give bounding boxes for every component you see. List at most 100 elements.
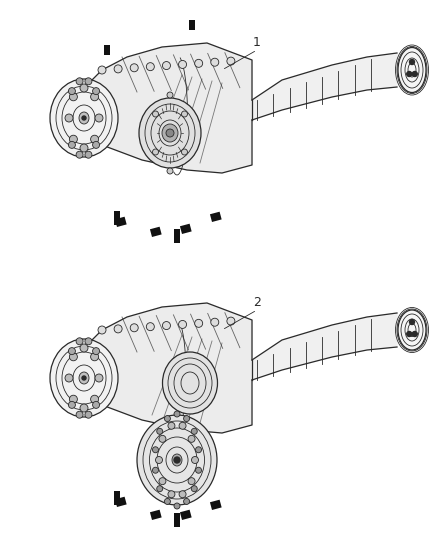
Polygon shape <box>82 303 252 433</box>
Circle shape <box>146 322 154 330</box>
Circle shape <box>194 59 203 67</box>
Circle shape <box>191 486 197 491</box>
Circle shape <box>167 168 173 174</box>
Circle shape <box>166 129 174 137</box>
Bar <box>210 499 222 510</box>
Circle shape <box>157 429 163 434</box>
Circle shape <box>152 149 159 155</box>
Circle shape <box>184 416 190 422</box>
Circle shape <box>191 456 198 464</box>
Circle shape <box>98 66 106 74</box>
Text: 1: 1 <box>253 36 261 50</box>
Circle shape <box>91 395 99 403</box>
Bar <box>104 45 110 55</box>
Circle shape <box>69 395 78 403</box>
Circle shape <box>179 60 187 68</box>
Circle shape <box>412 332 417 336</box>
Polygon shape <box>252 53 397 120</box>
Circle shape <box>227 317 235 325</box>
Ellipse shape <box>79 372 89 384</box>
Bar <box>115 217 127 227</box>
Circle shape <box>92 348 99 354</box>
Circle shape <box>91 93 99 101</box>
Circle shape <box>98 326 106 334</box>
Ellipse shape <box>398 47 426 93</box>
Ellipse shape <box>162 352 218 414</box>
Ellipse shape <box>162 124 178 142</box>
Circle shape <box>159 435 166 442</box>
Circle shape <box>152 111 159 117</box>
Circle shape <box>76 78 83 85</box>
Circle shape <box>69 93 78 101</box>
Circle shape <box>179 491 186 498</box>
Circle shape <box>85 338 92 345</box>
Circle shape <box>85 78 92 85</box>
Circle shape <box>410 319 414 325</box>
Circle shape <box>130 64 138 72</box>
Circle shape <box>407 332 412 336</box>
Circle shape <box>82 376 86 380</box>
Circle shape <box>174 411 180 417</box>
Circle shape <box>114 325 122 333</box>
Circle shape <box>191 429 197 434</box>
Circle shape <box>227 57 235 65</box>
Circle shape <box>92 401 99 408</box>
Circle shape <box>91 135 99 143</box>
Circle shape <box>184 498 190 504</box>
Circle shape <box>68 401 75 408</box>
Circle shape <box>152 447 159 453</box>
Circle shape <box>174 457 180 463</box>
Circle shape <box>164 498 170 504</box>
Ellipse shape <box>139 98 201 168</box>
Circle shape <box>95 374 103 382</box>
Circle shape <box>188 435 195 442</box>
Circle shape <box>162 321 170 329</box>
Circle shape <box>179 320 187 328</box>
Circle shape <box>157 486 163 491</box>
Circle shape <box>65 114 73 122</box>
Bar <box>189 20 195 30</box>
Circle shape <box>85 411 92 418</box>
Polygon shape <box>82 43 252 173</box>
Circle shape <box>164 416 170 422</box>
Polygon shape <box>252 313 397 380</box>
Ellipse shape <box>172 454 182 466</box>
Circle shape <box>211 318 219 326</box>
Circle shape <box>91 353 99 361</box>
Circle shape <box>181 111 187 117</box>
Circle shape <box>68 348 75 354</box>
Bar <box>114 491 120 505</box>
Bar <box>115 497 127 507</box>
Circle shape <box>69 135 78 143</box>
Bar <box>114 211 120 225</box>
Bar <box>210 212 222 222</box>
Circle shape <box>92 141 99 148</box>
Circle shape <box>114 65 122 73</box>
Circle shape <box>80 404 88 412</box>
Circle shape <box>76 411 83 418</box>
Text: 2: 2 <box>253 296 261 310</box>
Circle shape <box>159 478 166 484</box>
Circle shape <box>168 422 175 429</box>
Circle shape <box>211 58 219 66</box>
Bar <box>180 510 192 520</box>
Ellipse shape <box>137 415 217 505</box>
Circle shape <box>76 151 83 158</box>
Circle shape <box>412 71 417 77</box>
Circle shape <box>168 491 175 498</box>
Circle shape <box>167 92 173 98</box>
Circle shape <box>68 87 75 95</box>
Circle shape <box>85 151 92 158</box>
Circle shape <box>162 61 170 69</box>
Circle shape <box>155 456 162 464</box>
Circle shape <box>80 144 88 152</box>
Circle shape <box>195 467 201 473</box>
Bar <box>174 229 180 243</box>
Circle shape <box>69 353 78 361</box>
Bar <box>174 513 180 527</box>
Circle shape <box>188 478 195 484</box>
Circle shape <box>181 149 187 155</box>
Circle shape <box>194 319 203 327</box>
Circle shape <box>80 84 88 92</box>
Circle shape <box>95 114 103 122</box>
